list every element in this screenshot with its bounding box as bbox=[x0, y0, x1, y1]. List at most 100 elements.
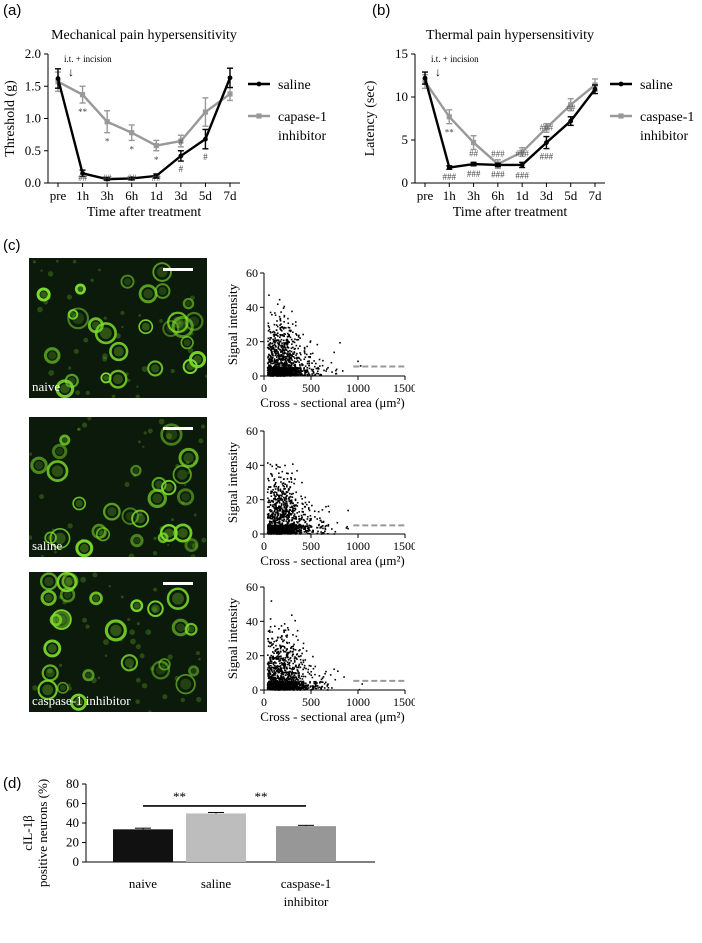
scatter-point bbox=[282, 672, 284, 674]
scatter-point bbox=[290, 683, 293, 685]
scatter-point bbox=[277, 527, 279, 530]
scatter-point bbox=[286, 673, 289, 676]
scatter-point bbox=[268, 629, 271, 632]
scatter-point bbox=[294, 499, 297, 502]
scatter-point bbox=[267, 645, 270, 648]
scatter-point bbox=[271, 367, 273, 369]
scatter-point bbox=[277, 374, 280, 377]
scatter-point bbox=[274, 344, 277, 347]
scatter-point bbox=[282, 307, 285, 310]
significance-mark: ## bbox=[566, 103, 576, 113]
scatter-point bbox=[279, 336, 281, 339]
scatter-point bbox=[300, 688, 303, 691]
scatter-point bbox=[281, 491, 283, 494]
speck bbox=[205, 374, 207, 378]
scatter-point bbox=[288, 661, 291, 664]
scatter-point bbox=[300, 680, 302, 683]
data-point bbox=[471, 161, 476, 167]
scatter-point bbox=[274, 366, 277, 369]
scatter-point bbox=[267, 512, 270, 515]
scatter-point bbox=[294, 656, 296, 658]
scatter-point bbox=[267, 358, 270, 361]
scatter-point bbox=[284, 629, 287, 632]
scatter-point bbox=[279, 527, 282, 529]
speck bbox=[43, 300, 48, 305]
scatter-point bbox=[269, 528, 272, 531]
scatter-point bbox=[278, 531, 280, 533]
scatter-point bbox=[293, 364, 295, 366]
scatter-point bbox=[286, 654, 289, 656]
annotation: i.t. + incision bbox=[64, 54, 112, 64]
scatter-point bbox=[317, 510, 320, 513]
scatter-point bbox=[307, 370, 309, 373]
scatter-point bbox=[270, 372, 273, 374]
speck bbox=[167, 654, 173, 660]
scatter-point bbox=[271, 372, 274, 375]
scatter-point bbox=[274, 352, 277, 355]
scatter-point bbox=[308, 664, 311, 667]
scatter-point bbox=[282, 640, 284, 643]
scatter-point bbox=[267, 355, 269, 358]
scatter-point bbox=[290, 347, 293, 350]
speck bbox=[149, 666, 155, 671]
speck bbox=[102, 356, 108, 362]
scatter-point bbox=[291, 310, 293, 313]
scatter-point bbox=[286, 484, 288, 486]
scatter-point bbox=[285, 527, 288, 529]
scatter-point bbox=[316, 343, 319, 346]
scatter-point bbox=[306, 686, 309, 688]
scatter-point bbox=[308, 526, 310, 529]
scatter-point bbox=[322, 675, 325, 678]
scatter-point bbox=[287, 326, 290, 329]
neuron bbox=[171, 618, 190, 637]
scatter-point bbox=[284, 671, 286, 674]
scatter-point bbox=[282, 687, 285, 690]
neuron-core bbox=[158, 286, 167, 296]
scatter-point bbox=[281, 670, 284, 672]
neuron bbox=[172, 464, 192, 485]
scatter-point bbox=[287, 358, 290, 361]
scatter-point bbox=[270, 521, 273, 524]
scatter-point bbox=[276, 519, 279, 521]
scatter-point bbox=[275, 463, 278, 466]
scatter-point bbox=[290, 646, 293, 648]
scatter-point bbox=[269, 375, 272, 377]
scatter-point bbox=[346, 525, 348, 528]
scatter-point bbox=[291, 529, 294, 531]
scatter-point bbox=[321, 685, 324, 688]
data-point bbox=[495, 162, 501, 168]
scatter-point bbox=[281, 514, 284, 516]
neuron-core bbox=[188, 541, 195, 549]
speck bbox=[115, 333, 121, 339]
significance-mark: ## bbox=[78, 173, 88, 183]
scatter-point bbox=[284, 515, 287, 518]
scatter-point bbox=[295, 657, 298, 659]
scatter-point bbox=[270, 351, 273, 354]
neuron bbox=[130, 464, 142, 477]
scatter-point bbox=[289, 369, 292, 372]
scatter-point bbox=[268, 677, 271, 679]
scatter-point bbox=[277, 636, 279, 639]
scatter-point bbox=[280, 481, 282, 483]
scatter-point bbox=[290, 684, 293, 686]
significance-mark: ** bbox=[445, 128, 455, 138]
scatter-point bbox=[270, 669, 273, 671]
speck bbox=[120, 639, 123, 642]
micrograph-cells bbox=[29, 417, 207, 557]
scatter-point bbox=[285, 529, 288, 531]
scatter-point bbox=[268, 681, 270, 684]
scatter-point bbox=[295, 529, 298, 532]
scatter-point bbox=[341, 370, 344, 372]
scatter-point bbox=[294, 372, 297, 375]
significance-mark: ### bbox=[540, 152, 554, 162]
neuron-core bbox=[113, 374, 123, 385]
scatter-point bbox=[293, 657, 296, 660]
x-tick-label: 1500 bbox=[393, 381, 415, 395]
scatter-point bbox=[306, 525, 308, 527]
scatter-point bbox=[290, 499, 293, 502]
scatter-point bbox=[281, 526, 284, 529]
scatter-point bbox=[269, 683, 272, 686]
scatter-point bbox=[311, 676, 314, 679]
scatter-point bbox=[269, 486, 272, 488]
